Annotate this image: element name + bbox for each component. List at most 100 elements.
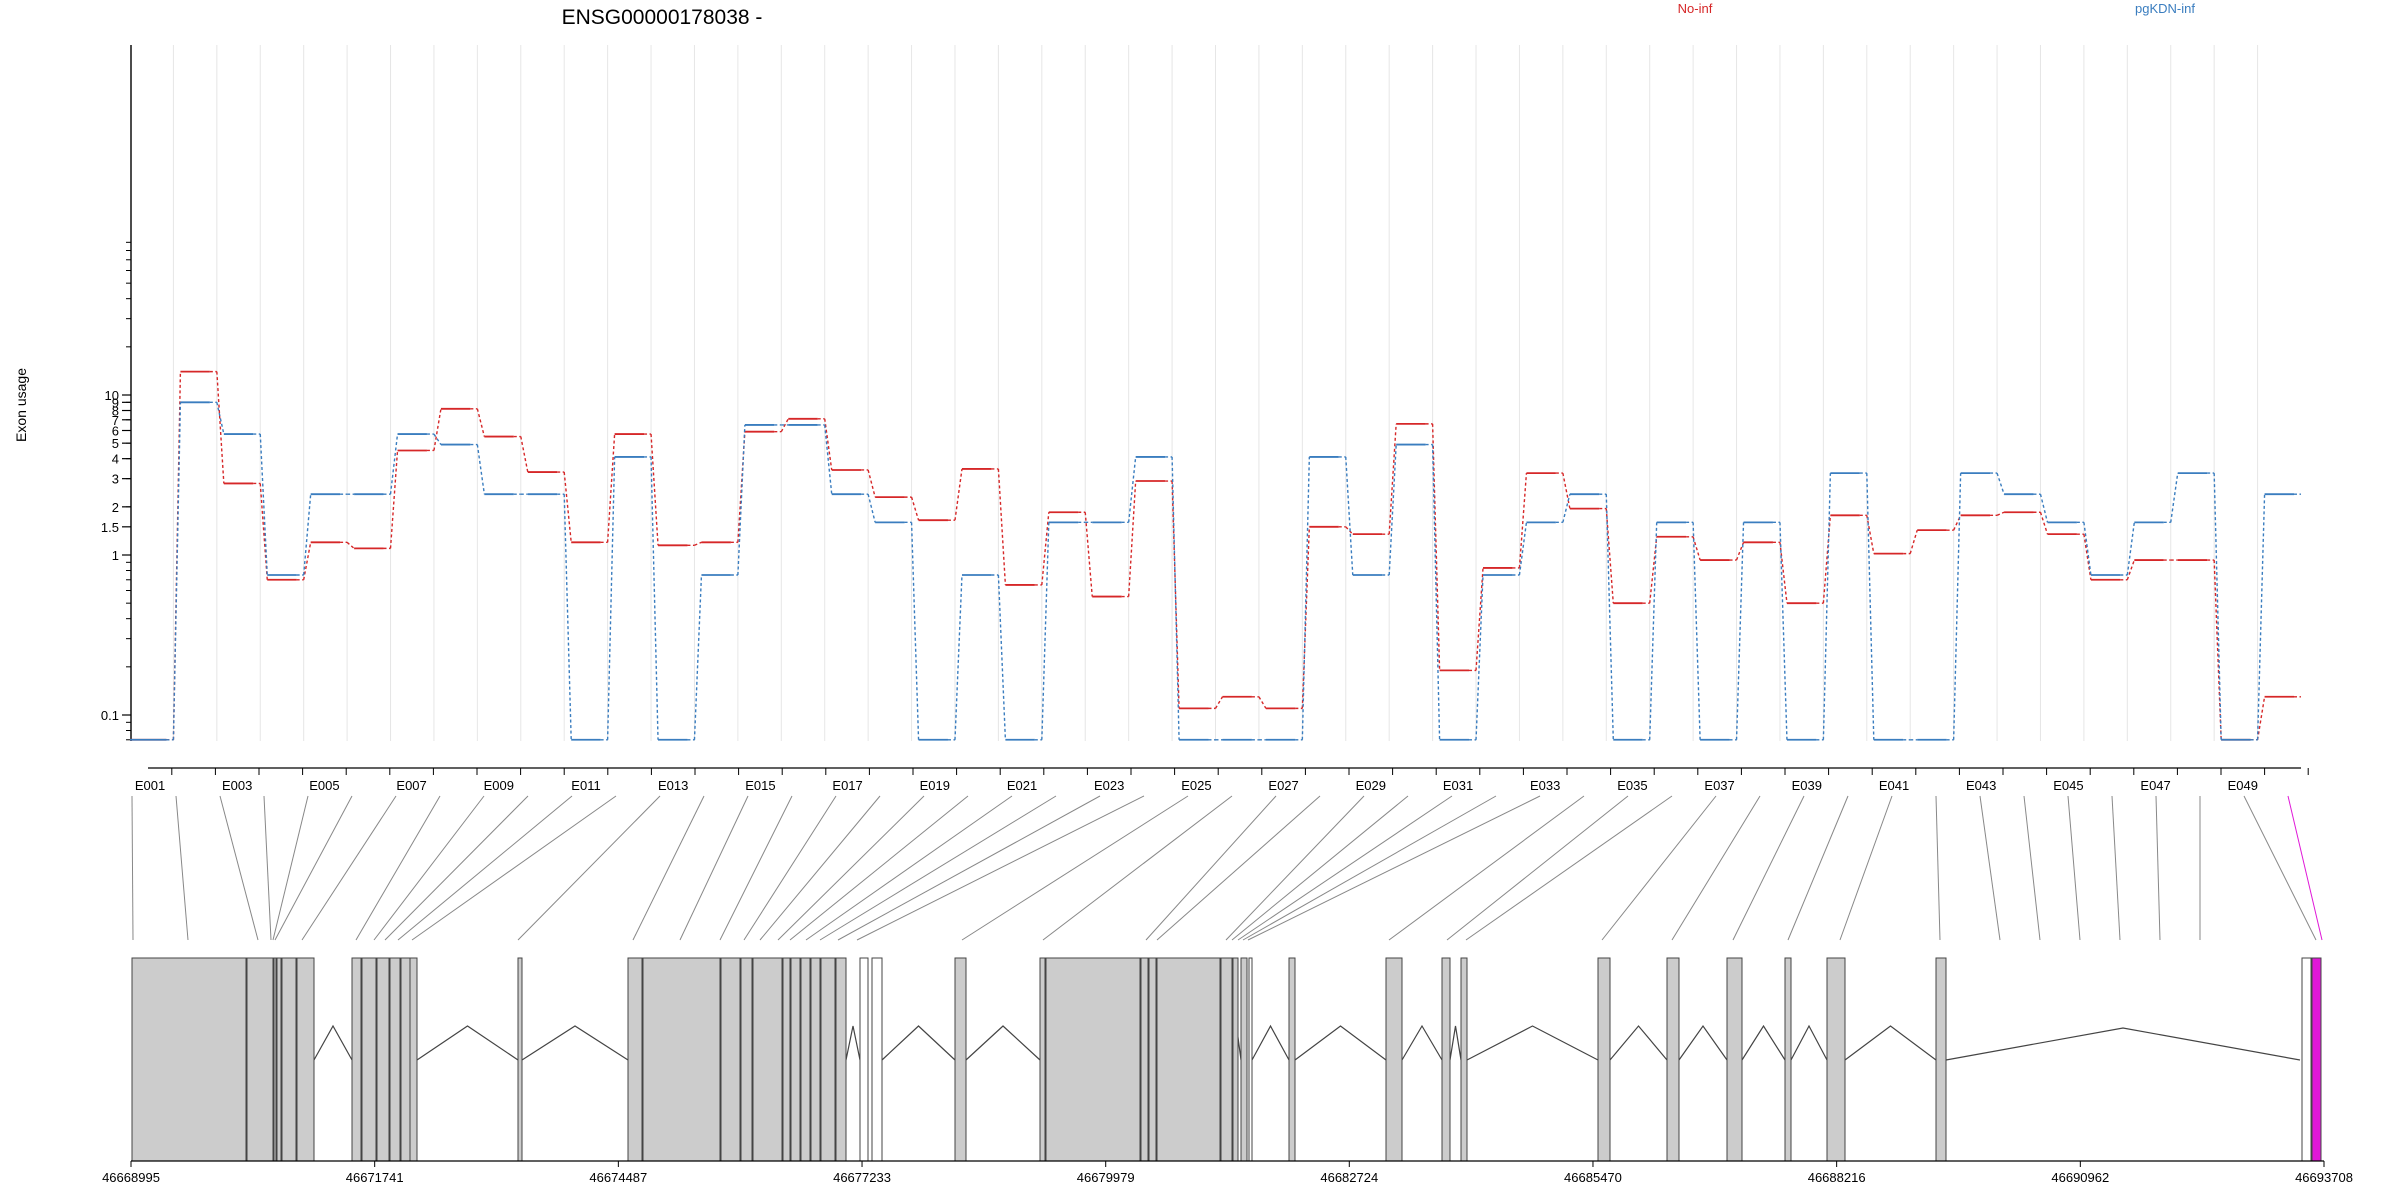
intron-line bbox=[1609, 1025, 1668, 1061]
series-connector bbox=[1171, 480, 1180, 709]
series-connector bbox=[2083, 522, 2092, 576]
exon-connector bbox=[517, 795, 661, 941]
series-connector bbox=[1735, 522, 1745, 740]
intron-line bbox=[845, 1025, 861, 1061]
exon-connector bbox=[1225, 795, 1365, 941]
series-connector bbox=[606, 456, 616, 740]
exon-box bbox=[361, 957, 377, 1162]
exon-connector bbox=[1231, 795, 1409, 941]
exon-box bbox=[642, 957, 721, 1162]
intron-line bbox=[965, 1025, 1041, 1061]
y-tick-label: 9 bbox=[112, 395, 119, 410]
series-connector bbox=[997, 468, 1007, 585]
exon-connector bbox=[1145, 795, 1277, 941]
series-connector bbox=[2083, 534, 2092, 580]
y-tick-label: 0.1 bbox=[101, 708, 119, 723]
exon-box bbox=[782, 957, 791, 1162]
x-tick-label: E025 bbox=[1181, 778, 1211, 793]
series-connector bbox=[2170, 473, 2179, 523]
series-connector bbox=[737, 424, 746, 576]
series-connector bbox=[1518, 473, 1528, 568]
series-connector bbox=[2256, 696, 2266, 740]
intron-line bbox=[521, 1025, 629, 1061]
series-connector bbox=[1214, 696, 1224, 709]
intron-line bbox=[1251, 1024, 1290, 1061]
series-connector bbox=[1996, 511, 2005, 516]
series-connector bbox=[216, 371, 225, 484]
exon-connector bbox=[819, 795, 1057, 941]
y-tick-label: 4 bbox=[112, 452, 119, 467]
intron-line bbox=[1466, 1025, 1599, 1061]
series-connector bbox=[824, 424, 833, 495]
series-connector bbox=[346, 541, 355, 549]
series-connector bbox=[2039, 493, 2049, 523]
series-connector bbox=[2256, 494, 2266, 740]
x-tick-label: E035 bbox=[1617, 778, 1647, 793]
exon-connector bbox=[856, 795, 1145, 941]
series-connector bbox=[910, 522, 920, 740]
exon-connector bbox=[1247, 795, 1541, 941]
series-connector bbox=[1822, 473, 1832, 740]
exon-box bbox=[389, 957, 401, 1162]
exon-box bbox=[1220, 957, 1233, 1162]
exon-box bbox=[1248, 957, 1253, 1162]
x-tick-label: E043 bbox=[1966, 778, 1996, 793]
exon-box bbox=[859, 957, 869, 1162]
genomic-tick-label: 46671741 bbox=[346, 1170, 404, 1185]
chart-title: ENSG00000178038 - bbox=[562, 6, 763, 29]
exon-box bbox=[2301, 957, 2312, 1162]
genomic-tick-label: 46677233 bbox=[833, 1170, 891, 1185]
exon-connector bbox=[1446, 795, 1629, 941]
exon-box bbox=[296, 957, 315, 1162]
exon-box bbox=[1460, 957, 1468, 1162]
exon-box bbox=[871, 957, 883, 1162]
series-connector bbox=[1562, 472, 1571, 509]
x-tick-label: E027 bbox=[1268, 778, 1298, 793]
series-connector bbox=[650, 456, 659, 740]
series-connector bbox=[780, 418, 789, 432]
series-connector bbox=[1388, 423, 1397, 535]
exon-connector bbox=[1601, 795, 1717, 941]
x-tick-label: E041 bbox=[1879, 778, 1909, 793]
intron-line bbox=[313, 1024, 353, 1061]
series-connector bbox=[433, 408, 442, 451]
series-connector bbox=[694, 541, 702, 546]
y-tick-label: 1 bbox=[112, 548, 119, 563]
exon-connector bbox=[1237, 795, 1453, 941]
gene-model bbox=[131, 957, 2322, 1162]
genomic-tick-label: 46674487 bbox=[589, 1170, 647, 1185]
series-connector bbox=[1345, 526, 1354, 535]
series-connector bbox=[1127, 480, 1137, 597]
series-connector bbox=[433, 433, 442, 445]
exon-connector bbox=[2023, 795, 2041, 941]
genomic-tick-label: 46685470 bbox=[1564, 1170, 1622, 1185]
series-connector bbox=[1431, 444, 1441, 740]
exon-connector bbox=[373, 795, 485, 941]
x-tick-label: E021 bbox=[1007, 778, 1037, 793]
series-connector bbox=[302, 542, 312, 580]
y-axis-label: Exon usage bbox=[13, 368, 29, 442]
series-connector bbox=[1866, 473, 1875, 740]
series-connector bbox=[476, 408, 486, 437]
series-connector bbox=[563, 494, 572, 740]
exon-box bbox=[376, 957, 390, 1162]
exon-connector bbox=[1042, 795, 1233, 941]
exon-connector bbox=[679, 795, 749, 941]
intron-line bbox=[1945, 1027, 2301, 1061]
x-tick-label: E011 bbox=[571, 778, 600, 793]
legend-no-inf: No-inf bbox=[1678, 1, 1713, 16]
exon-box bbox=[752, 957, 783, 1162]
exon-connector bbox=[837, 795, 1101, 941]
exon-connector bbox=[1242, 795, 1497, 941]
exon-connector bbox=[263, 795, 272, 941]
exon-box bbox=[1726, 957, 1743, 1162]
exon-connector bbox=[2067, 795, 2081, 941]
exon-connector bbox=[355, 795, 441, 941]
x-tick-label: E013 bbox=[658, 778, 688, 793]
exon-connector bbox=[2111, 795, 2121, 941]
exon-connector bbox=[411, 795, 617, 941]
exon-connector bbox=[274, 795, 353, 941]
exon-box bbox=[720, 957, 741, 1162]
exon-box bbox=[351, 957, 362, 1162]
series-connector bbox=[1605, 508, 1614, 604]
